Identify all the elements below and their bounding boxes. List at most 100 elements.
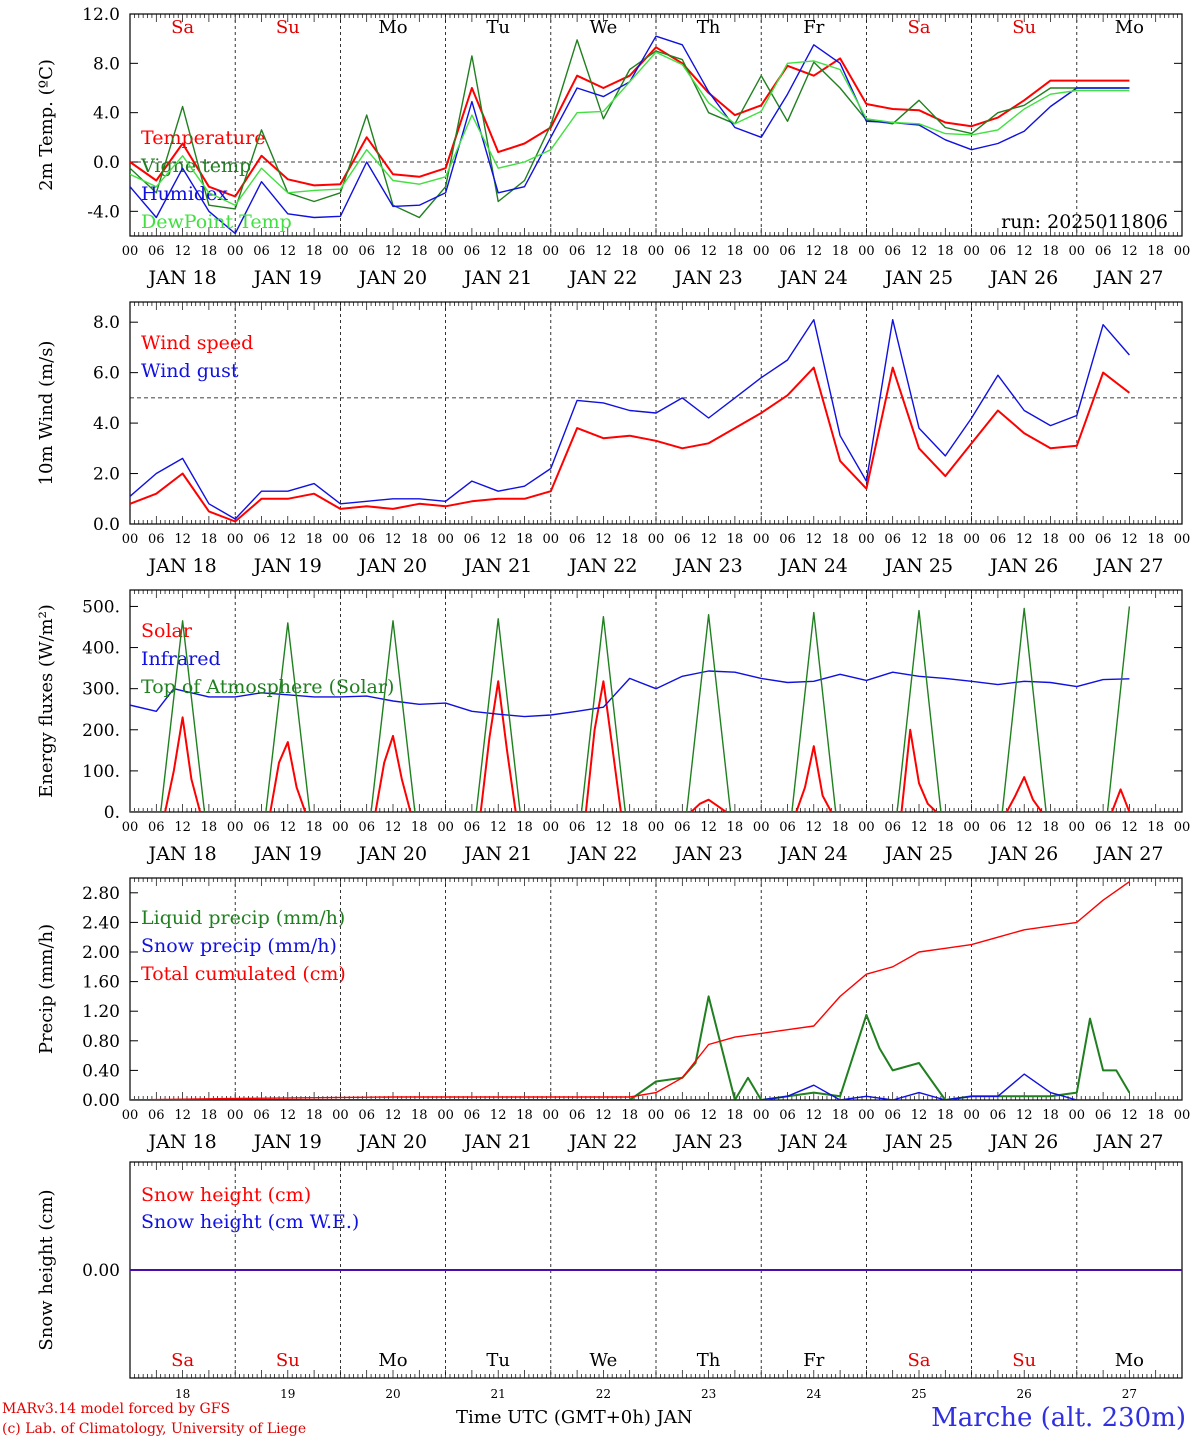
date-label: JAN 22 <box>567 843 637 865</box>
legend-entry: Snow height (cm W.E.) <box>141 1211 359 1233</box>
hour-tick-label: 12 <box>385 820 402 835</box>
hour-tick-label: 06 <box>148 820 165 835</box>
day-name-label: Su <box>1012 1350 1036 1371</box>
hour-tick-label: 12 <box>1121 1108 1138 1123</box>
hour-tick-label: 06 <box>253 244 270 259</box>
date-label: JAN 24 <box>778 555 848 577</box>
hour-tick-label: 12 <box>385 532 402 547</box>
hour-tick-label: 12 <box>490 820 507 835</box>
day-name-label: Su <box>276 1350 300 1371</box>
series-line <box>130 670 1130 718</box>
hour-tick-label: 18 <box>937 820 954 835</box>
date-label: JAN 26 <box>988 1131 1058 1153</box>
y-tick-label: 200. <box>82 721 120 741</box>
hour-tick-label: 06 <box>674 532 691 547</box>
hour-tick-label: 06 <box>990 820 1007 835</box>
series-line <box>130 366 1131 523</box>
hour-tick-label: 00 <box>858 820 875 835</box>
hour-tick-label: 00 <box>543 244 560 259</box>
date-label: JAN 26 <box>988 555 1058 577</box>
hour-tick-label: 06 <box>148 1108 165 1123</box>
hour-tick-label: 18 <box>201 1108 218 1123</box>
date-label: JAN 22 <box>567 1131 637 1153</box>
hour-tick-label: 12 <box>490 244 507 259</box>
y-tick-label: 1.60 <box>82 973 120 993</box>
hour-tick-label: 00 <box>437 820 454 835</box>
day-name-label: We <box>590 1350 618 1371</box>
hour-tick-label: 12 <box>911 820 928 835</box>
hour-tick-label: 00 <box>858 244 875 259</box>
y-tick-label: 300. <box>82 680 120 700</box>
y-tick-label: 2.00 <box>82 943 120 963</box>
hour-tick-label: 12 <box>385 1108 402 1123</box>
y-tick-label: 500. <box>82 597 120 617</box>
hour-tick-label: 00 <box>963 532 980 547</box>
hour-tick-label: 00 <box>227 244 244 259</box>
series-line <box>130 881 1130 1100</box>
hour-tick-label: 12 <box>490 1108 507 1123</box>
hour-tick-label: 12 <box>174 532 191 547</box>
y-tick-label: 4.0 <box>93 414 120 434</box>
day-name-label: Tu <box>486 1350 510 1371</box>
legend-entry: Infrared <box>141 648 221 670</box>
hour-tick-label: 06 <box>253 532 270 547</box>
day-name-label: Th <box>697 17 721 38</box>
y-tick-label: 2.0 <box>93 465 120 485</box>
hour-tick-label: 00 <box>963 820 980 835</box>
hour-tick-label: 06 <box>674 1108 691 1123</box>
hour-tick-label: 12 <box>174 244 191 259</box>
hour-tick-label: 00 <box>332 532 349 547</box>
day-name-label: Su <box>1012 17 1036 38</box>
day-name-label: Su <box>276 17 300 38</box>
date-label: JAN 26 <box>988 843 1058 865</box>
hour-tick-label: 06 <box>990 244 1007 259</box>
legend-entry: Solar <box>141 620 193 642</box>
y-tick-label: 2.80 <box>82 884 120 904</box>
y-tick-label: 0.0 <box>93 153 120 173</box>
hour-tick-label: 00 <box>227 1108 244 1123</box>
hour-tick-label: 00 <box>1174 820 1191 835</box>
hour-tick-label: 00 <box>753 532 770 547</box>
date-label: JAN 24 <box>778 843 848 865</box>
day-number-label: 21 <box>491 1387 506 1400</box>
hour-tick-label: 06 <box>779 1108 796 1123</box>
hour-tick-label: 06 <box>1095 244 1112 259</box>
day-number-label: 23 <box>701 1387 716 1400</box>
y-tick-label: 12.0 <box>82 5 120 25</box>
series-line <box>130 995 1131 1100</box>
hour-tick-label: 18 <box>306 532 323 547</box>
hour-tick-label: 00 <box>1174 1108 1191 1123</box>
hour-tick-label: 06 <box>1095 820 1112 835</box>
date-label: JAN 25 <box>883 843 953 865</box>
legend-entry: Liquid precip (mm/h) <box>141 907 345 929</box>
hour-tick-label: 18 <box>411 244 428 259</box>
series-line <box>130 319 1130 520</box>
hour-tick-label: 00 <box>122 532 139 547</box>
hour-tick-label: 18 <box>201 820 218 835</box>
y-tick-label: 0.80 <box>82 1032 120 1052</box>
hour-tick-label: 06 <box>253 820 270 835</box>
hour-tick-label: 06 <box>253 1108 270 1123</box>
series-line <box>130 51 1130 206</box>
series-line <box>130 46 1130 198</box>
hour-tick-label: 00 <box>1069 820 1086 835</box>
day-number-label: 25 <box>911 1387 926 1400</box>
panel-5: 0.00 Snow height (cm) Sa 18 Su 19 Mo 20 Tu 21 We 22… <box>36 1161 1183 1400</box>
date-label: JAN 18 <box>147 267 217 289</box>
hour-tick-label: 12 <box>174 820 191 835</box>
series-line <box>130 1073 1130 1100</box>
hour-tick-label: 06 <box>358 820 375 835</box>
y-axis-label: 2m Temp. (ºC) <box>36 59 57 191</box>
hour-tick-label: 06 <box>358 244 375 259</box>
series-line <box>130 35 1130 235</box>
hour-tick-label: 12 <box>280 1108 297 1123</box>
panel-3: 500. 400. 300. 200. 100. 0. Energy fluxes (W/m… <box>36 589 1191 865</box>
date-label: JAN 21 <box>462 555 532 577</box>
hour-tick-label: 06 <box>779 244 796 259</box>
hour-tick-label: 00 <box>648 244 665 259</box>
hour-tick-label: 12 <box>595 820 612 835</box>
hour-tick-label: 18 <box>516 244 533 259</box>
day-name-label: Mo <box>1115 1350 1144 1371</box>
hour-tick-label: 12 <box>1121 532 1138 547</box>
date-label: JAN 19 <box>252 843 322 865</box>
